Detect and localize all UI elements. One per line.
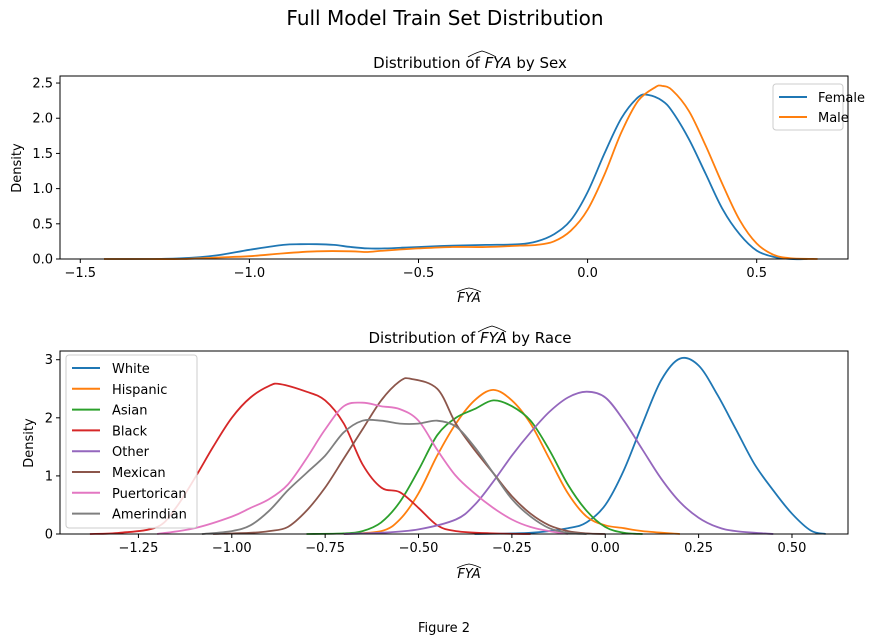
sex-xtick-label: 0.5 (746, 266, 767, 281)
race-legend: White Hispanic Asian Black Other Mexican Puert… (65, 354, 198, 529)
sex-xlabel: FYA (457, 291, 480, 306)
race-ytick-label: 2 (45, 411, 53, 426)
legend-label-male: Male (818, 111, 849, 126)
legend-label-amerindian: Amerindian (112, 508, 187, 523)
race-xlabel: FYA (457, 567, 480, 582)
sex-xtick-label: −1.0 (234, 266, 266, 281)
sex-ytick-label: 0.0 (32, 253, 53, 268)
race-panel-title: Distribution of FYA by Race (368, 329, 571, 347)
race-xtick-label: 0.50 (778, 541, 807, 556)
race-legend-box (65, 354, 198, 529)
sex-legend-box (772, 83, 844, 131)
sex-title-hat (467, 50, 497, 58)
sex-ytick-label: 2.0 (32, 112, 53, 127)
sex-ytick-label: 1.5 (32, 147, 53, 162)
race-title-hat (477, 325, 507, 333)
race-series-white-line (474, 356, 826, 535)
sex-axes-frame (59, 75, 849, 260)
sex-ytick-label: 0.5 (32, 217, 53, 232)
race-ytick-label: 1 (45, 469, 53, 484)
race-title-math: FYA (480, 329, 507, 347)
race-panel: Distribution of FYA by Race −1.25 −1.00 −0… (22, 325, 849, 582)
sex-xlabel-hat (456, 287, 482, 293)
race-series-mexican-line (213, 377, 606, 535)
legend-label-black: Black (112, 424, 148, 439)
race-xtick-label: −0.75 (305, 541, 345, 556)
race-series-hispanic-line (343, 389, 680, 535)
sex-xtick-label: −1.5 (65, 266, 97, 281)
race-xtick-label: −1.25 (119, 541, 159, 556)
sex-xtick-label: −0.5 (403, 266, 435, 281)
legend-label-female: Female (818, 91, 865, 106)
race-ylabel: Density (22, 418, 37, 468)
race-xtick-label: −0.25 (492, 541, 532, 556)
sex-series-male-line (104, 84, 818, 260)
sex-ytick-label: 1.0 (32, 182, 53, 197)
race-series-puertorican-line (156, 401, 569, 535)
race-series-other-line (343, 390, 774, 535)
sex-title-math: FYA (485, 54, 512, 72)
suptitle: Full Model Train Set Distribution (286, 6, 603, 30)
race-xtick-label: −0.50 (399, 541, 439, 556)
race-axes-frame (59, 350, 849, 535)
figure-caption: Figure 2 (418, 621, 470, 636)
sex-legend: Female Male (772, 83, 865, 131)
sex-ylabel: Density (10, 143, 25, 193)
race-series-amerindian-line (201, 418, 587, 535)
race-xtick-label: −1.00 (212, 541, 252, 556)
sex-ytick-label: 2.5 (32, 77, 53, 92)
legend-label-other: Other (112, 445, 150, 460)
legend-label-hispanic: Hispanic (112, 383, 167, 398)
legend-label-asian: Asian (112, 404, 147, 419)
race-xlabel-hat (456, 563, 482, 569)
race-ytick-label: 0 (45, 528, 53, 543)
sex-xtick-label: 0.0 (577, 266, 598, 281)
legend-label-mexican: Mexican (112, 466, 166, 481)
sex-series-female-line (103, 93, 808, 261)
race-series-asian-line (306, 399, 643, 535)
race-ytick-label: 3 (45, 353, 53, 368)
legend-label-puertorican: Puertorican (112, 487, 187, 502)
sex-panel: Distribution of FYA by Sex −1.5 −1.0 −0.5 0… (10, 50, 865, 306)
race-xtick-label: 0.00 (591, 541, 620, 556)
legend-label-white: White (112, 362, 150, 377)
race-xtick-label: 0.25 (684, 541, 713, 556)
sex-panel-title: Distribution of FYA by Sex (373, 54, 567, 72)
